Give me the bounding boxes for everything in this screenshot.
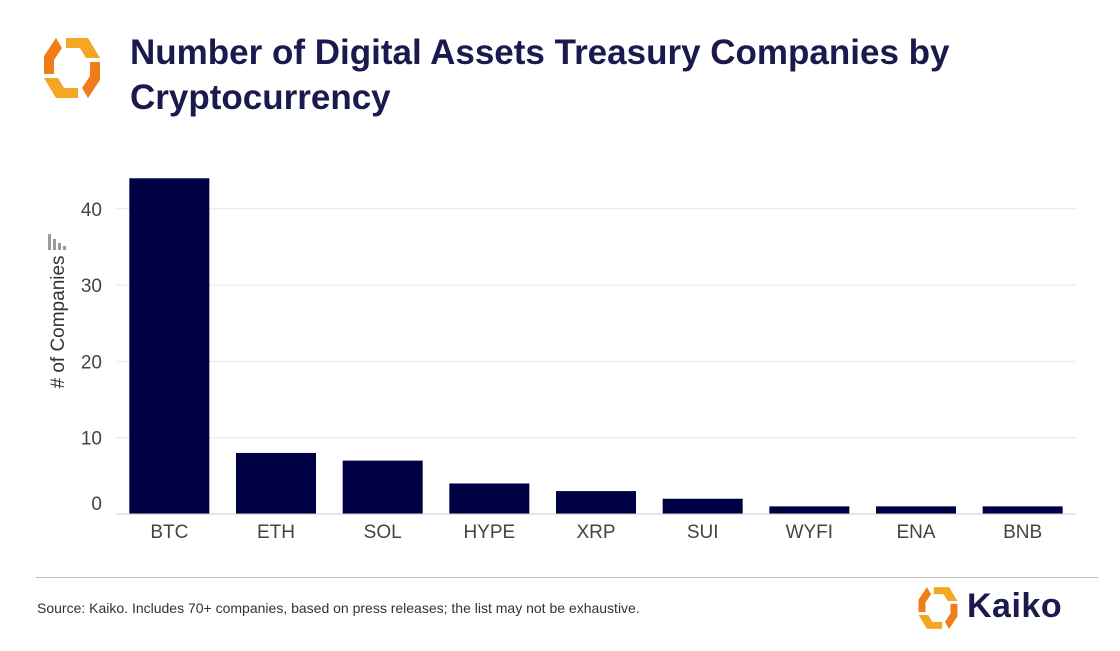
- brand-name: Kaiko: [967, 587, 1063, 625]
- x-tick-label: BNB: [1003, 522, 1042, 543]
- x-tick-label: ENA: [896, 522, 935, 543]
- y-tick-label: 10: [81, 429, 102, 450]
- chart-gridlines: [116, 208, 1076, 439]
- x-tick-label: BTC: [150, 522, 188, 543]
- y-tick-label: 30: [81, 276, 102, 297]
- x-tick-label: HYPE: [463, 522, 515, 543]
- x-axis-ticks: BTC ETH SOL HYPE XRP SUI WYFI ENA BNB: [150, 522, 1042, 543]
- bar-hype: [449, 483, 530, 514]
- x-tick-label: WYFI: [786, 522, 834, 543]
- y-tick-label: 20: [81, 352, 102, 373]
- bar-eth: [236, 452, 316, 514]
- bar-sol: [342, 460, 423, 514]
- bar-ena: [876, 506, 956, 514]
- x-tick-label: SUI: [687, 522, 719, 543]
- bar-sui: [662, 498, 743, 514]
- y-axis-ticks: 0 10 20 30 40: [81, 200, 102, 515]
- x-tick-label: XRP: [576, 522, 615, 543]
- chart-bars: [129, 178, 1063, 514]
- bar-btc: [129, 178, 210, 514]
- y-tick-label: 40: [81, 200, 102, 221]
- watermark-bars-icon: [48, 234, 66, 250]
- x-tick-label: SOL: [364, 522, 402, 543]
- bar-wyfi: [769, 506, 850, 514]
- brand-logo: Kaiko: [913, 583, 1093, 633]
- y-tick-label: 0: [91, 494, 102, 515]
- page-title: Number of Digital Assets Treasury Compan…: [130, 33, 950, 117]
- kaiko-logo-icon: [44, 38, 100, 98]
- y-axis-label: # of Companies: [48, 255, 69, 388]
- footer-divider: [36, 577, 1098, 578]
- bar-bnb: [982, 506, 1063, 514]
- x-tick-label: ETH: [257, 522, 295, 543]
- bar-xrp: [556, 491, 636, 514]
- source-note: Source: Kaiko. Includes 70+ companies, b…: [37, 600, 640, 616]
- kaiko-logo-icon: [918, 587, 958, 629]
